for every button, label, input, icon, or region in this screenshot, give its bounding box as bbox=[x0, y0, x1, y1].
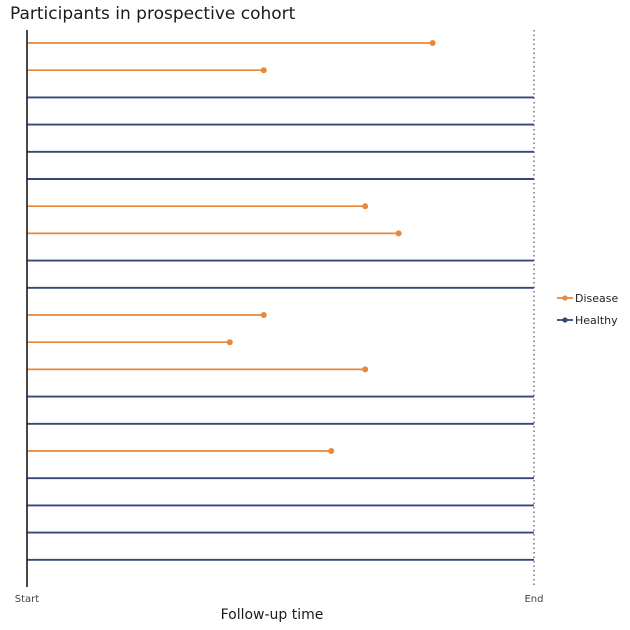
participant-lines bbox=[27, 40, 534, 561]
event-point-1 bbox=[429, 40, 436, 46]
event-point-8 bbox=[395, 230, 402, 237]
event-point-7 bbox=[362, 203, 369, 210]
legend-key-point-healthy bbox=[562, 317, 568, 323]
chart-title: Participants in prospective cohort bbox=[10, 4, 296, 24]
x-tick-label-end: End bbox=[524, 594, 543, 605]
x-tick-label-start: Start bbox=[15, 594, 40, 605]
event-point-16 bbox=[328, 448, 335, 454]
event-point-13 bbox=[362, 366, 369, 373]
legend-label-healthy: Healthy bbox=[575, 314, 618, 327]
event-point-2 bbox=[260, 67, 267, 74]
x-axis-title: Follow-up time bbox=[221, 607, 324, 623]
event-point-11 bbox=[260, 312, 267, 318]
legend: Disease Healthy bbox=[557, 292, 618, 327]
legend-label-disease: Disease bbox=[575, 292, 618, 305]
event-point-12 bbox=[226, 339, 233, 346]
legend-key-point-disease bbox=[562, 295, 568, 301]
